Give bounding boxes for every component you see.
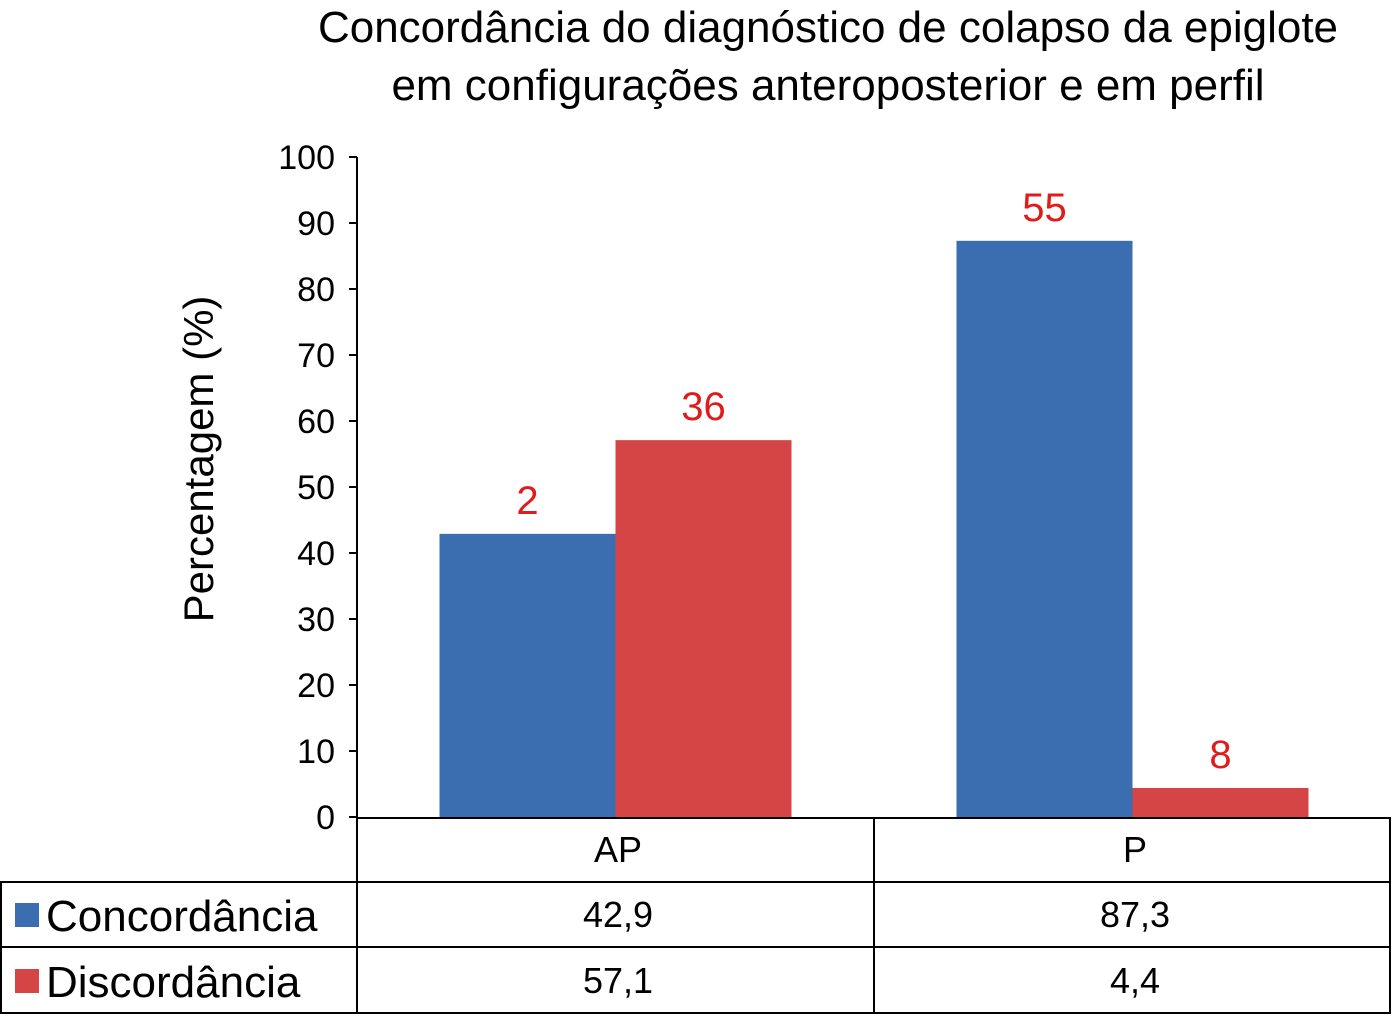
bar-concordancia-p [956,240,1133,817]
y-tick-label: 80 [297,271,335,309]
bar-concordancia-ap [439,533,616,817]
table-value-discordancia-p: 4,4 [1110,960,1160,1001]
table-value-discordancia-ap: 57,1 [583,960,653,1001]
y-axis-ticks: 0 10 20 30 40 50 60 70 80 90 100 [278,139,357,837]
legend-label-concordancia: Concordância [46,892,318,941]
legend-swatch-discordancia [15,969,39,993]
y-tick-label: 100 [278,139,335,177]
y-tick-label: 90 [297,205,335,243]
bar-data-label: 8 [1209,733,1231,777]
table-category-p: P [1123,829,1147,870]
data-table: AP P Concordância 42,9 87,3 Discordância… [0,817,1391,1014]
bar-labels: 2 36 55 8 [516,186,1231,777]
y-tick-label: 50 [297,469,335,507]
bar-data-label: 55 [1022,186,1067,230]
bar-discordancia-ap [615,440,792,817]
y-tick-label: 70 [297,337,335,375]
chart-title-line-2: em configurações anteroposterior e em pe… [391,61,1264,110]
y-tick-label: 0 [316,799,335,837]
legend-swatch-concordancia [15,903,39,927]
bar-data-label: 36 [681,385,726,429]
y-tick-label: 10 [297,733,335,771]
legend-label-discordancia: Discordância [46,958,301,1007]
y-tick-label: 30 [297,601,335,639]
y-tick-label: 40 [297,535,335,573]
bars [439,240,1309,817]
bar-data-label: 2 [516,479,538,523]
table-category-ap: AP [594,829,642,870]
y-tick-label: 20 [297,667,335,705]
table-value-concordancia-ap: 42,9 [583,894,653,935]
y-tick-label: 60 [297,403,335,441]
bar-discordancia-p [1132,787,1309,817]
y-axis-label: Percentagem (%) [175,296,222,623]
table-value-concordancia-p: 87,3 [1100,894,1170,935]
chart-title-line-1: Concordância do diagnóstico de colapso d… [318,3,1338,52]
